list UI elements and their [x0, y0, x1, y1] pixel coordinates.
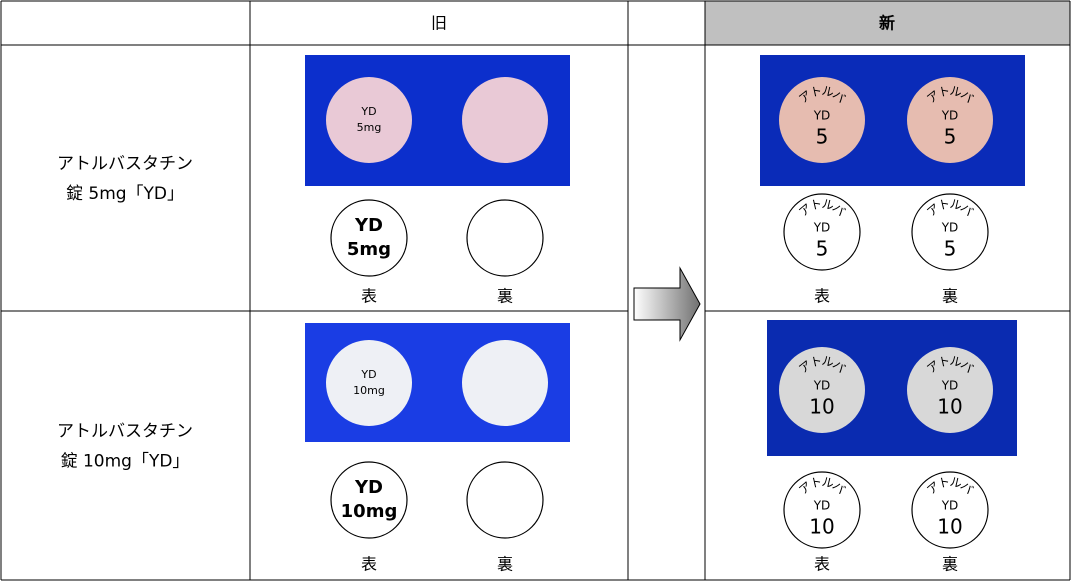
- pill: [462, 77, 548, 163]
- front-label: 表: [814, 555, 830, 574]
- pill: [779, 347, 865, 433]
- pill-drawing: [466, 461, 544, 539]
- product-name: アトルバスタチン: [57, 422, 193, 442]
- photo-imprint: YD: [360, 368, 376, 381]
- back-label: 裏: [942, 555, 958, 574]
- back-label: 裏: [942, 287, 958, 306]
- pill-drawing: [330, 199, 408, 277]
- drawing-imprint: YD: [941, 499, 959, 513]
- pill-drawing: [911, 471, 989, 549]
- photo-imprint: 5: [944, 125, 957, 149]
- photo-imprint: YD: [813, 109, 831, 123]
- header-old: 旧: [431, 14, 447, 33]
- photo-imprint: 5: [816, 125, 829, 149]
- pill: [326, 77, 412, 163]
- product-name: 錠 10mg「YD」: [61, 452, 190, 472]
- drawing-imprint: YD: [813, 221, 831, 235]
- photo-imprint: YD: [360, 105, 376, 118]
- pill-drawing: [783, 471, 861, 549]
- pill: [907, 347, 993, 433]
- pill-drawing: [330, 461, 408, 539]
- photo-imprint: 5mg: [357, 121, 382, 134]
- drawing-imprint: 5mg: [347, 239, 391, 260]
- back-label: 裏: [497, 555, 513, 574]
- pill: [462, 340, 548, 426]
- drawing-imprint: YD: [941, 221, 959, 235]
- header-new: 新: [879, 14, 895, 33]
- drawing-imprint: YD: [354, 477, 383, 498]
- drawing-imprint: 10mg: [341, 501, 398, 522]
- product-name: アトルバスタチン: [57, 154, 193, 174]
- photo-imprint: 10mg: [353, 384, 385, 397]
- pill: [779, 77, 865, 163]
- drawing-imprint: 5: [944, 237, 957, 261]
- drawing-imprint: 10: [937, 515, 962, 539]
- pill-drawing: [466, 199, 544, 277]
- arrow: [633, 266, 701, 342]
- photo-imprint: 10: [937, 395, 962, 419]
- back-label: 裏: [497, 287, 513, 306]
- front-label: 表: [361, 555, 377, 574]
- pill: [907, 77, 993, 163]
- new-header-bg: [705, 1, 1070, 45]
- front-label: 表: [361, 287, 377, 306]
- drawing-imprint: YD: [354, 215, 383, 236]
- pill: [326, 340, 412, 426]
- drawing-imprint: 10: [809, 515, 834, 539]
- photo-imprint: YD: [813, 379, 831, 393]
- drawing-imprint: YD: [813, 499, 831, 513]
- photo-imprint: YD: [941, 379, 959, 393]
- photo-imprint: YD: [941, 109, 959, 123]
- pill-drawing: [783, 193, 861, 271]
- pill-drawing: [911, 193, 989, 271]
- front-label: 表: [814, 287, 830, 306]
- product-name: 錠 5mg「YD」: [66, 184, 184, 204]
- photo-imprint: 10: [809, 395, 834, 419]
- drawing-imprint: 5: [816, 237, 829, 261]
